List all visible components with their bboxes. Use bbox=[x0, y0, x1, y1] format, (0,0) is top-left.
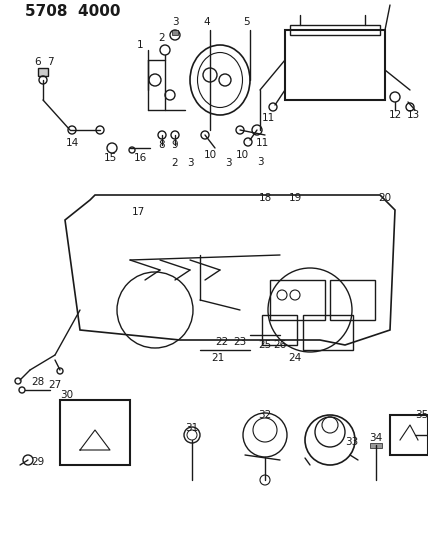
Text: 31: 31 bbox=[185, 423, 199, 433]
Bar bbox=[390, 415, 428, 455]
Text: 1: 1 bbox=[137, 40, 143, 50]
Bar bbox=[60, 400, 130, 465]
Text: 18: 18 bbox=[259, 193, 272, 203]
Text: 11: 11 bbox=[262, 113, 275, 123]
Text: 16: 16 bbox=[134, 153, 147, 163]
Bar bbox=[270, 280, 325, 320]
Text: 11: 11 bbox=[256, 138, 269, 148]
Text: 5708  4000: 5708 4000 bbox=[25, 4, 121, 20]
Bar bbox=[285, 30, 385, 100]
Text: 3: 3 bbox=[187, 158, 193, 168]
Text: 8: 8 bbox=[159, 140, 165, 150]
Text: 3: 3 bbox=[225, 158, 231, 168]
Text: 20: 20 bbox=[378, 193, 392, 203]
Bar bbox=[370, 443, 382, 448]
Text: 7: 7 bbox=[47, 57, 54, 67]
Text: 5: 5 bbox=[244, 17, 250, 27]
Text: 23: 23 bbox=[233, 337, 247, 347]
Text: 3: 3 bbox=[257, 157, 263, 167]
Bar bbox=[303, 315, 353, 350]
Text: 6: 6 bbox=[35, 57, 42, 67]
Text: 24: 24 bbox=[288, 353, 302, 363]
Text: 15: 15 bbox=[104, 153, 116, 163]
Text: 10: 10 bbox=[235, 150, 249, 160]
Text: 2: 2 bbox=[172, 158, 178, 168]
Text: 2: 2 bbox=[159, 33, 165, 43]
Text: 19: 19 bbox=[288, 193, 302, 203]
Text: 4: 4 bbox=[204, 17, 210, 27]
Bar bbox=[262, 315, 297, 345]
Text: 13: 13 bbox=[406, 110, 419, 120]
Text: 10: 10 bbox=[203, 150, 217, 160]
Bar bbox=[330, 280, 375, 320]
Text: 35: 35 bbox=[415, 410, 428, 420]
Text: 26: 26 bbox=[273, 340, 287, 350]
Text: 22: 22 bbox=[215, 337, 229, 347]
Text: 12: 12 bbox=[388, 110, 401, 120]
Text: 17: 17 bbox=[131, 207, 145, 217]
Text: 32: 32 bbox=[259, 410, 272, 420]
Text: 3: 3 bbox=[172, 17, 178, 27]
Text: 29: 29 bbox=[31, 457, 45, 467]
Text: 30: 30 bbox=[60, 390, 73, 400]
Bar bbox=[172, 30, 178, 35]
Bar bbox=[290, 25, 380, 35]
Text: 21: 21 bbox=[211, 353, 225, 363]
Text: 27: 27 bbox=[48, 380, 62, 390]
Text: 9: 9 bbox=[172, 140, 178, 150]
Text: 28: 28 bbox=[31, 377, 45, 387]
Text: 25: 25 bbox=[259, 340, 272, 350]
Bar bbox=[38, 68, 48, 76]
Text: 34: 34 bbox=[369, 433, 383, 443]
Text: 14: 14 bbox=[65, 138, 79, 148]
Text: 33: 33 bbox=[345, 437, 359, 447]
